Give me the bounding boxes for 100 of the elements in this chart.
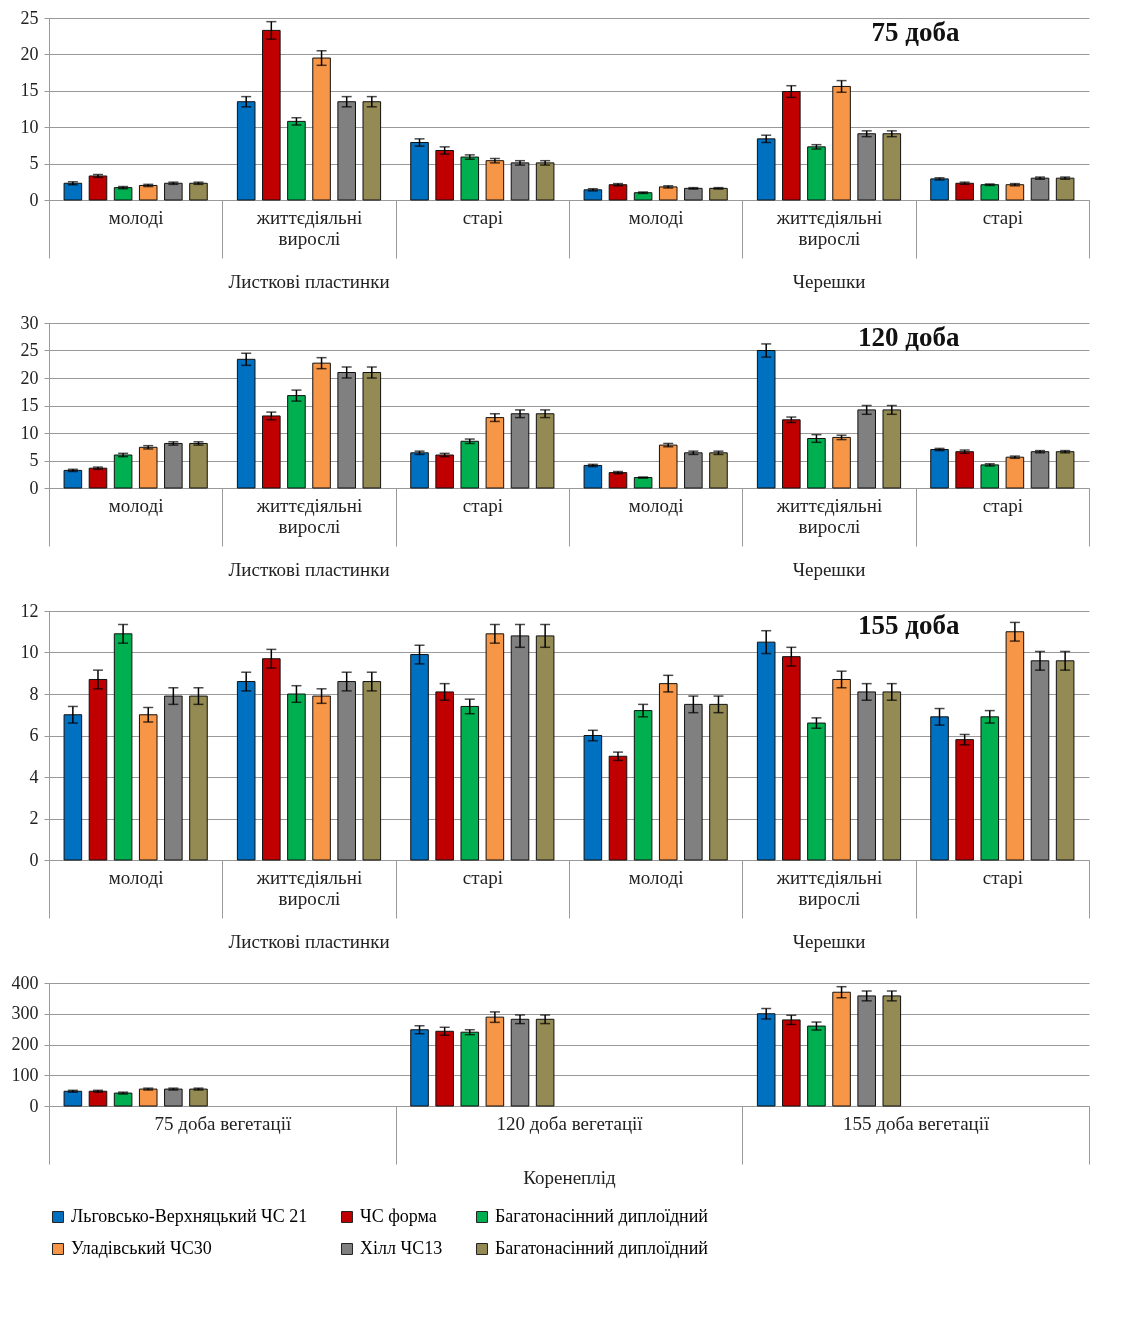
bar <box>262 658 281 861</box>
bar <box>189 695 208 861</box>
bar <box>113 1092 133 1107</box>
y-tick-label: 5 <box>29 153 39 174</box>
y-tick-label: 0 <box>29 1095 39 1116</box>
y-tick-label: 0 <box>29 477 39 498</box>
text: Черешки <box>792 559 866 580</box>
y-tick-label: 10 <box>20 642 39 662</box>
x-tick-label: молоді <box>108 206 164 228</box>
y-tick-label: 5 <box>29 450 39 470</box>
bar <box>633 192 653 201</box>
bar <box>287 693 306 861</box>
bar <box>955 182 974 201</box>
bar <box>709 703 728 861</box>
bar <box>633 710 653 861</box>
legend-label: Хілл ЧС13 <box>360 1238 443 1258</box>
y-tick-label: 15 <box>20 80 39 101</box>
bar <box>460 156 480 201</box>
bar <box>63 182 83 201</box>
bar <box>63 714 83 861</box>
bar <box>857 995 876 1107</box>
x-tick-label: молоді <box>628 866 684 888</box>
bar <box>435 454 454 489</box>
bar <box>262 29 281 201</box>
bar <box>189 442 208 489</box>
y-tick-label: 6 <box>29 725 39 745</box>
bar <box>980 184 1000 201</box>
bar <box>337 101 356 201</box>
x-tick-label: молоді <box>628 206 684 228</box>
y-tick-label: 100 <box>11 1064 39 1085</box>
legend-label: ЧС форма <box>360 1206 437 1226</box>
bar <box>930 716 949 861</box>
y-tick-label: 400 <box>11 972 39 993</box>
legend-label: Багатонасінний диплоїдний <box>495 1206 709 1226</box>
x-tick-label: молоді <box>108 494 164 516</box>
y-tick-label: 8 <box>29 683 39 704</box>
bar <box>236 101 256 201</box>
bar <box>113 633 133 861</box>
bar <box>832 436 851 489</box>
bar <box>832 678 851 861</box>
text: Черешки <box>792 931 866 952</box>
text: Листкові пластинки <box>228 271 390 292</box>
y-tick-label: 12 <box>20 600 39 621</box>
x-tick-label: 155 доба вегетації <box>843 1112 990 1134</box>
bar <box>138 714 158 861</box>
bar <box>337 681 356 861</box>
bar <box>658 444 678 489</box>
bar <box>608 184 628 201</box>
x-tick-label: молоді <box>628 494 684 516</box>
bar <box>1055 660 1075 861</box>
bar <box>410 654 429 861</box>
x-tick-label: старі <box>982 206 1023 228</box>
bar <box>955 739 974 861</box>
text: Листкові пластинки <box>228 931 390 952</box>
bar <box>980 716 1000 861</box>
text: Листкові пластинки <box>228 559 390 580</box>
bar <box>658 186 678 201</box>
bar <box>362 372 382 489</box>
bar <box>955 451 974 489</box>
bar <box>1030 177 1050 201</box>
y-tick-label: 4 <box>29 766 39 787</box>
bar <box>337 372 356 489</box>
bar <box>138 446 158 489</box>
bar <box>410 452 429 489</box>
bar <box>312 57 331 201</box>
x-tick-label: 120 доба вегетації <box>496 1112 644 1134</box>
bar <box>1055 177 1075 201</box>
bar <box>882 691 902 861</box>
x-tick-label: життєдіяльні вирослі <box>775 494 883 537</box>
bar <box>1005 456 1025 489</box>
bar <box>807 722 826 861</box>
y-tick-label: 20 <box>20 367 39 388</box>
bar <box>435 691 454 861</box>
y-tick-label: 30 <box>20 312 39 333</box>
x-tick-label: старі <box>982 866 1023 888</box>
bar <box>164 695 183 861</box>
y-tick-label: 0 <box>29 849 39 870</box>
bar <box>1030 451 1050 489</box>
bar <box>88 175 108 201</box>
y-tick-label: 25 <box>20 7 39 28</box>
bar <box>189 1088 208 1107</box>
x-tick-label: життєдіяльні вирослі <box>775 866 883 909</box>
x-axis-title: Коренеплід <box>523 1167 617 1188</box>
bar <box>1055 451 1075 489</box>
bar <box>460 705 480 861</box>
bar <box>583 735 603 861</box>
bar <box>756 641 776 861</box>
bar <box>164 442 183 489</box>
y-tick-label: 0 <box>29 189 39 210</box>
bar <box>510 635 530 861</box>
legend-label: Льговсько-Верхняцький ЧС 21 <box>71 1206 308 1226</box>
legend-label: Багатонасінний диплоїдний <box>495 1238 709 1258</box>
bar <box>857 691 876 861</box>
x-tick-label: 75 доба вегетації <box>154 1112 292 1134</box>
bar <box>535 635 555 861</box>
bar <box>362 101 382 201</box>
y-tick-label: 10 <box>20 422 39 443</box>
y-tick-label: 2 <box>29 808 39 828</box>
x-tick-label: життєдіяльні вирослі <box>255 494 363 537</box>
x-tick-label: життєдіяльні вирослі <box>255 866 363 909</box>
